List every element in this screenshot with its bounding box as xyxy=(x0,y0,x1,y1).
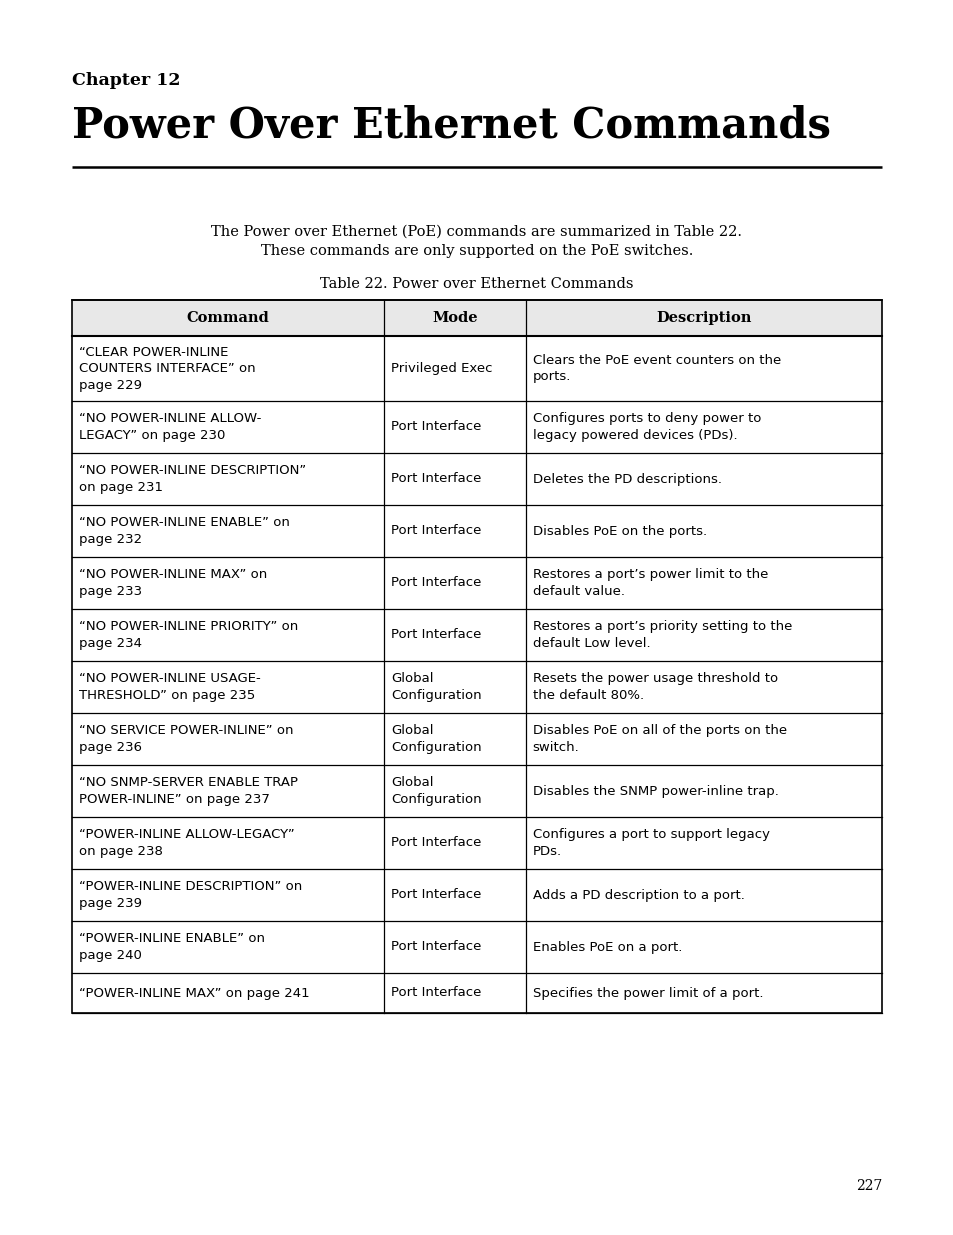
Text: Port Interface: Port Interface xyxy=(391,888,480,902)
Bar xyxy=(71,300,882,336)
Text: Specifies the power limit of a port.: Specifies the power limit of a port. xyxy=(532,987,762,999)
Text: Global
Configuration: Global Configuration xyxy=(391,724,481,753)
Text: Port Interface: Port Interface xyxy=(391,473,480,485)
Text: “POWER-INLINE ALLOW-LEGACY”
on page 238: “POWER-INLINE ALLOW-LEGACY” on page 238 xyxy=(79,829,294,858)
Text: Global
Configuration: Global Configuration xyxy=(391,777,481,805)
Text: Mode: Mode xyxy=(432,311,477,325)
Text: “NO SERVICE POWER-INLINE” on
page 236: “NO SERVICE POWER-INLINE” on page 236 xyxy=(79,724,294,753)
Text: Port Interface: Port Interface xyxy=(391,836,480,850)
Text: “POWER-INLINE DESCRIPTION” on
page 239: “POWER-INLINE DESCRIPTION” on page 239 xyxy=(79,881,302,910)
Text: Command: Command xyxy=(187,311,269,325)
Text: “NO POWER-INLINE MAX” on
page 233: “NO POWER-INLINE MAX” on page 233 xyxy=(79,568,267,598)
Text: The Power over Ethernet (PoE) commands are summarized in Table 22.: The Power over Ethernet (PoE) commands a… xyxy=(212,225,741,240)
Text: Description: Description xyxy=(656,311,751,325)
Text: Disables PoE on all of the ports on the
switch.: Disables PoE on all of the ports on the … xyxy=(532,724,786,753)
Text: Privileged Exec: Privileged Exec xyxy=(391,362,492,375)
Text: Adds a PD description to a port.: Adds a PD description to a port. xyxy=(532,888,743,902)
Text: “NO POWER-INLINE ENABLE” on
page 232: “NO POWER-INLINE ENABLE” on page 232 xyxy=(79,516,290,546)
Text: “CLEAR POWER-INLINE
COUNTERS INTERFACE” on
page 229: “CLEAR POWER-INLINE COUNTERS INTERFACE” … xyxy=(79,346,255,391)
Bar xyxy=(71,300,882,1013)
Text: Table 22. Power over Ethernet Commands: Table 22. Power over Ethernet Commands xyxy=(320,277,633,291)
Text: “POWER-INLINE MAX” on page 241: “POWER-INLINE MAX” on page 241 xyxy=(79,987,310,999)
Text: Restores a port’s power limit to the
default value.: Restores a port’s power limit to the def… xyxy=(532,568,767,598)
Text: Port Interface: Port Interface xyxy=(391,420,480,433)
Text: “NO POWER-INLINE USAGE-
THRESHOLD” on page 235: “NO POWER-INLINE USAGE- THRESHOLD” on pa… xyxy=(79,672,260,701)
Text: Port Interface: Port Interface xyxy=(391,987,480,999)
Text: Chapter 12: Chapter 12 xyxy=(71,72,180,89)
Text: Power Over Ethernet Commands: Power Over Ethernet Commands xyxy=(71,105,830,147)
Text: Deletes the PD descriptions.: Deletes the PD descriptions. xyxy=(532,473,720,485)
Text: Port Interface: Port Interface xyxy=(391,577,480,589)
Text: Port Interface: Port Interface xyxy=(391,525,480,537)
Text: Enables PoE on a port.: Enables PoE on a port. xyxy=(532,941,681,953)
Text: “NO POWER-INLINE DESCRIPTION”
on page 231: “NO POWER-INLINE DESCRIPTION” on page 23… xyxy=(79,464,306,494)
Text: Configures ports to deny power to
legacy powered devices (PDs).: Configures ports to deny power to legacy… xyxy=(532,412,760,442)
Text: Resets the power usage threshold to
the default 80%.: Resets the power usage threshold to the … xyxy=(532,672,777,701)
Text: “NO POWER-INLINE ALLOW-
LEGACY” on page 230: “NO POWER-INLINE ALLOW- LEGACY” on page … xyxy=(79,412,261,442)
Text: Port Interface: Port Interface xyxy=(391,941,480,953)
Text: Port Interface: Port Interface xyxy=(391,629,480,641)
Text: “NO SNMP-SERVER ENABLE TRAP
POWER-INLINE” on page 237: “NO SNMP-SERVER ENABLE TRAP POWER-INLINE… xyxy=(79,777,297,805)
Text: “NO POWER-INLINE PRIORITY” on
page 234: “NO POWER-INLINE PRIORITY” on page 234 xyxy=(79,620,298,650)
Text: Restores a port’s priority setting to the
default Low level.: Restores a port’s priority setting to th… xyxy=(532,620,791,650)
Text: Configures a port to support legacy
PDs.: Configures a port to support legacy PDs. xyxy=(532,829,769,858)
Text: Clears the PoE event counters on the
ports.: Clears the PoE event counters on the por… xyxy=(532,353,781,383)
Text: “POWER-INLINE ENABLE” on
page 240: “POWER-INLINE ENABLE” on page 240 xyxy=(79,932,265,962)
Text: These commands are only supported on the PoE switches.: These commands are only supported on the… xyxy=(260,245,693,258)
Text: Global
Configuration: Global Configuration xyxy=(391,672,481,701)
Text: Disables the SNMP power-inline trap.: Disables the SNMP power-inline trap. xyxy=(532,784,778,798)
Text: Disables PoE on the ports.: Disables PoE on the ports. xyxy=(532,525,706,537)
Text: 227: 227 xyxy=(855,1179,882,1193)
